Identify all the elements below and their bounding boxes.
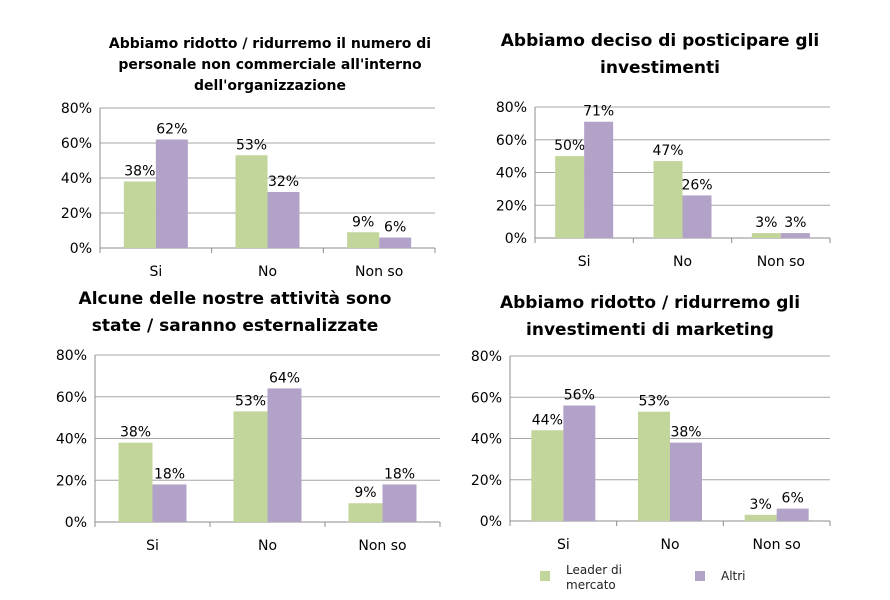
- data-label: 44%: [532, 412, 563, 428]
- data-label: 38%: [120, 425, 151, 441]
- bar: [531, 430, 564, 521]
- y-tick-label: 0%: [70, 241, 92, 257]
- data-label: 47%: [652, 143, 683, 159]
- bar: [348, 503, 383, 522]
- data-label: 3%: [750, 497, 772, 513]
- bar: [776, 508, 809, 521]
- y-tick-label: 80%: [56, 348, 87, 364]
- bar: [379, 237, 412, 248]
- y-tick-label: 20%: [61, 206, 92, 222]
- bar: [267, 388, 302, 522]
- data-label: 71%: [583, 104, 614, 120]
- y-tick-label: 40%: [496, 166, 527, 182]
- bar: [780, 233, 810, 238]
- x-tick-label: Si: [146, 538, 159, 554]
- chart-title: Abbiamo ridotto / ridurremo gli investim…: [499, 293, 801, 340]
- data-label: 18%: [384, 466, 415, 482]
- chart-title: Abbiamo deciso di posticipare gli invest…: [500, 31, 820, 78]
- y-tick-label: 60%: [496, 133, 527, 149]
- data-label: 53%: [235, 393, 266, 409]
- data-label: 9%: [354, 485, 376, 501]
- data-label: 26%: [681, 177, 712, 193]
- x-tick-label: No: [673, 254, 692, 270]
- x-tick-label: Si: [149, 264, 162, 280]
- bar: [152, 484, 187, 522]
- y-tick-label: 80%: [471, 349, 502, 365]
- data-label: 6%: [782, 491, 804, 507]
- data-label: 62%: [156, 122, 187, 138]
- y-tick-label: 0%: [505, 231, 527, 247]
- x-tick-label: Non so: [757, 254, 805, 270]
- y-tick-label: 80%: [496, 100, 527, 116]
- bar: [155, 139, 188, 248]
- bar: [233, 411, 268, 522]
- data-label: 9%: [352, 214, 374, 230]
- bar: [584, 121, 614, 238]
- bar: [118, 442, 153, 522]
- data-label: 3%: [784, 215, 806, 231]
- y-tick-label: 0%: [480, 514, 502, 530]
- x-tick-label: No: [660, 537, 679, 553]
- bar: [670, 442, 702, 521]
- y-tick-label: 40%: [61, 171, 92, 187]
- bar: [744, 514, 777, 521]
- data-label: 64%: [269, 370, 300, 386]
- y-tick-label: 40%: [56, 432, 87, 448]
- bar: [382, 484, 417, 522]
- x-tick-label: No: [258, 538, 277, 554]
- data-label: 18%: [154, 466, 185, 482]
- y-tick-label: 60%: [56, 390, 87, 406]
- y-tick-label: 20%: [56, 473, 87, 489]
- data-label: 3%: [755, 215, 777, 231]
- x-tick-label: Non so: [355, 264, 403, 280]
- bar: [751, 233, 781, 238]
- y-tick-label: 20%: [496, 198, 527, 214]
- x-tick-label: No: [258, 264, 277, 280]
- y-tick-label: 60%: [61, 136, 92, 152]
- chart-title: Abbiamo ridotto / ridurremo il numero di…: [108, 36, 432, 94]
- y-tick-label: 40%: [471, 432, 502, 448]
- bar: [347, 232, 380, 248]
- bar: [638, 411, 670, 521]
- y-tick-label: 60%: [471, 390, 502, 406]
- data-label: 50%: [554, 138, 585, 154]
- bar: [555, 156, 585, 238]
- bar: [235, 155, 268, 248]
- data-label: 53%: [236, 137, 267, 153]
- data-label: 38%: [124, 164, 155, 180]
- y-tick-label: 20%: [471, 473, 502, 489]
- x-tick-label: Si: [578, 254, 591, 270]
- x-tick-label: Non so: [753, 537, 801, 553]
- chart-title: Alcune delle nostre attività sono state …: [78, 289, 392, 336]
- y-tick-label: 0%: [65, 515, 87, 531]
- data-label: 32%: [268, 174, 299, 190]
- data-label: 56%: [564, 388, 595, 404]
- bar: [563, 405, 596, 521]
- bar: [267, 192, 300, 248]
- x-tick-label: Non so: [358, 538, 406, 554]
- bar: [123, 181, 156, 248]
- data-label: 53%: [638, 394, 669, 410]
- bar: [653, 161, 683, 238]
- y-tick-label: 80%: [61, 101, 92, 117]
- data-label: 6%: [384, 220, 406, 236]
- x-tick-label: Si: [557, 537, 570, 553]
- data-label: 38%: [670, 425, 701, 441]
- bar: [682, 195, 712, 238]
